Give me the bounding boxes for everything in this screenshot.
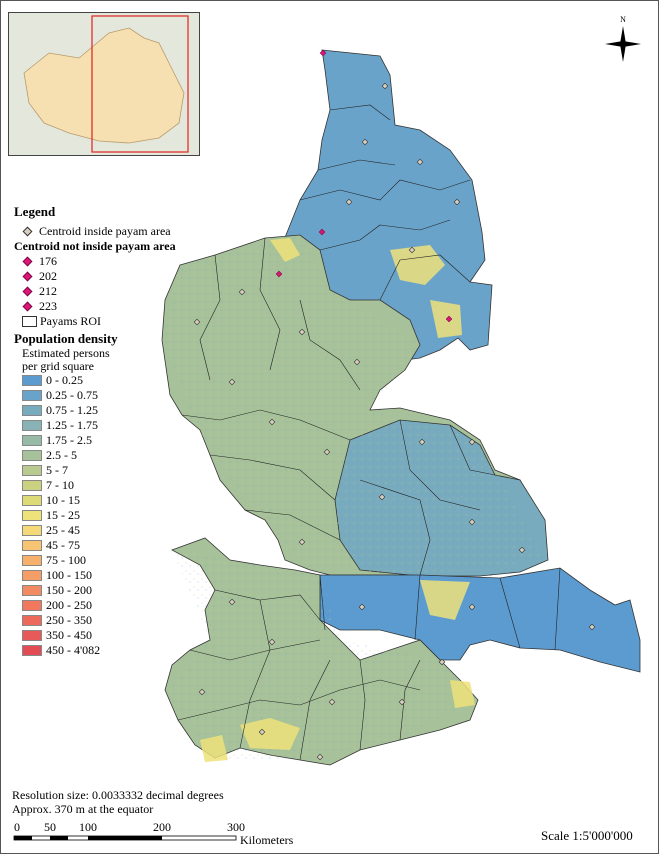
north-label: N (620, 15, 626, 24)
density-swatch (22, 540, 42, 551)
scale-bar: 0 50 100 200 300 Kilometers (12, 820, 312, 850)
density-swatch (22, 495, 42, 506)
resolution-note: Resolution size: 0.0033332 decimal degre… (12, 788, 224, 816)
density-swatch (22, 480, 42, 491)
legend-outside-212: 212 (14, 284, 214, 299)
north-arrow: N (600, 14, 646, 66)
density-swatch (22, 435, 42, 446)
density-swatch (22, 420, 42, 431)
scale-tick-label: 200 (153, 820, 171, 834)
density-class-row: 25 - 45 (14, 523, 214, 538)
population-density-subtitle-1: Estimated persons (22, 346, 110, 360)
density-class-label: 0 - 0.25 (46, 373, 83, 387)
density-swatch (22, 525, 42, 536)
density-class-label: 200 - 250 (46, 598, 92, 612)
density-class-list: 0 - 0.25 0.25 - 0.75 0.75 - 1.25 1.25 - 1.7… (14, 373, 214, 658)
density-class-row: 45 - 75 (14, 538, 214, 553)
density-class-label: 7 - 10 (46, 478, 74, 492)
legend: Legend Centroid inside payam area Centro… (14, 204, 214, 658)
centroid-markers (193, 82, 596, 761)
density-swatch (22, 405, 42, 416)
density-swatch (22, 585, 42, 596)
pink-diamond-icon (22, 256, 33, 267)
density-class-row: 0.25 - 0.75 (14, 388, 214, 403)
payam-boundaries (177, 104, 561, 761)
density-class-row: 10 - 15 (14, 493, 214, 508)
density-class-row: 350 - 450 (14, 628, 214, 643)
density-swatch (22, 570, 42, 581)
scale-ratio: Scale 1:5'000'000 (541, 828, 633, 843)
density-class-row: 0.75 - 1.25 (14, 403, 214, 418)
density-class-row: 5 - 7 (14, 463, 214, 478)
legend-title: Legend (14, 204, 56, 219)
inset-locator-map (8, 12, 200, 156)
legend-outside-176: 176 (14, 254, 214, 269)
density-class-label: 15 - 25 (46, 508, 80, 522)
density-class-label: 250 - 350 (46, 613, 92, 627)
density-class-label: 100 - 150 (46, 568, 92, 582)
density-swatch (22, 375, 42, 386)
density-class-label: 150 - 200 (46, 583, 92, 597)
density-swatch (22, 600, 42, 611)
density-class-row: 200 - 250 (14, 598, 214, 613)
legend-centroid-not-inside-heading: Centroid not inside payam area (14, 239, 176, 253)
density-class-row: 150 - 200 (14, 583, 214, 598)
density-class-row: 250 - 350 (14, 613, 214, 628)
density-class-label: 1.25 - 1.75 (46, 418, 98, 432)
outside-centroid-markers (275, 49, 453, 323)
density-class-row: 1.75 - 2.5 (14, 433, 214, 448)
density-class-row: 0 - 0.25 (14, 373, 214, 388)
density-swatch (22, 465, 42, 476)
legend-outside-202: 202 (14, 269, 214, 284)
density-class-label: 450 - 4'082 (46, 643, 101, 657)
density-texture (162, 235, 545, 760)
resolution-line-2: Approx. 370 m at the equator (12, 802, 154, 816)
scale-tick-label: 50 (44, 820, 56, 834)
roi-box-icon (22, 316, 37, 327)
density-class-label: 0.75 - 1.25 (46, 403, 98, 417)
density-swatch (22, 615, 42, 626)
population-density-subtitle-2: per grid square (22, 359, 94, 373)
population-density-title: Population density (14, 331, 118, 346)
pink-diamond-icon (22, 286, 33, 297)
density-class-row: 1.25 - 1.75 (14, 418, 214, 433)
density-swatch (22, 555, 42, 566)
density-class-label: 0.25 - 0.75 (46, 388, 98, 402)
scale-tick-label: 0 (14, 820, 20, 834)
density-class-label: 10 - 15 (46, 493, 80, 507)
density-class-row: 450 - 4'082 (14, 643, 214, 658)
density-swatch (22, 390, 42, 401)
pink-diamond-icon (22, 271, 33, 282)
scale-unit: Kilometers (240, 833, 294, 847)
density-class-label: 25 - 45 (46, 523, 80, 537)
pink-diamond-icon (22, 301, 33, 312)
density-class-row: 100 - 150 (14, 568, 214, 583)
density-class-label: 1.75 - 2.5 (46, 433, 92, 447)
density-class-row: 2.5 - 5 (14, 448, 214, 463)
density-swatch (22, 450, 42, 461)
density-class-label: 350 - 450 (46, 628, 92, 642)
density-swatch (22, 645, 42, 656)
resolution-line-1: Resolution size: 0.0033332 decimal degre… (12, 788, 224, 802)
density-class-row: 7 - 10 (14, 478, 214, 493)
scale-tick-label: 300 (227, 820, 245, 834)
legend-roi: Payams ROI (14, 314, 214, 329)
legend-outside-223: 223 (14, 299, 214, 314)
density-swatch (22, 510, 42, 521)
scale-tick-label: 100 (79, 820, 97, 834)
legend-centroid-inside: Centroid inside payam area (14, 224, 214, 239)
density-class-label: 75 - 100 (46, 553, 86, 567)
density-class-row: 75 - 100 (14, 553, 214, 568)
density-class-label: 2.5 - 5 (46, 448, 77, 462)
density-class-label: 5 - 7 (46, 463, 68, 477)
high-density-patches (200, 238, 475, 762)
diamond-marker-icon (22, 226, 33, 237)
density-class-label: 45 - 75 (46, 538, 80, 552)
density-swatch (22, 630, 42, 641)
density-class-row: 15 - 25 (14, 508, 214, 523)
